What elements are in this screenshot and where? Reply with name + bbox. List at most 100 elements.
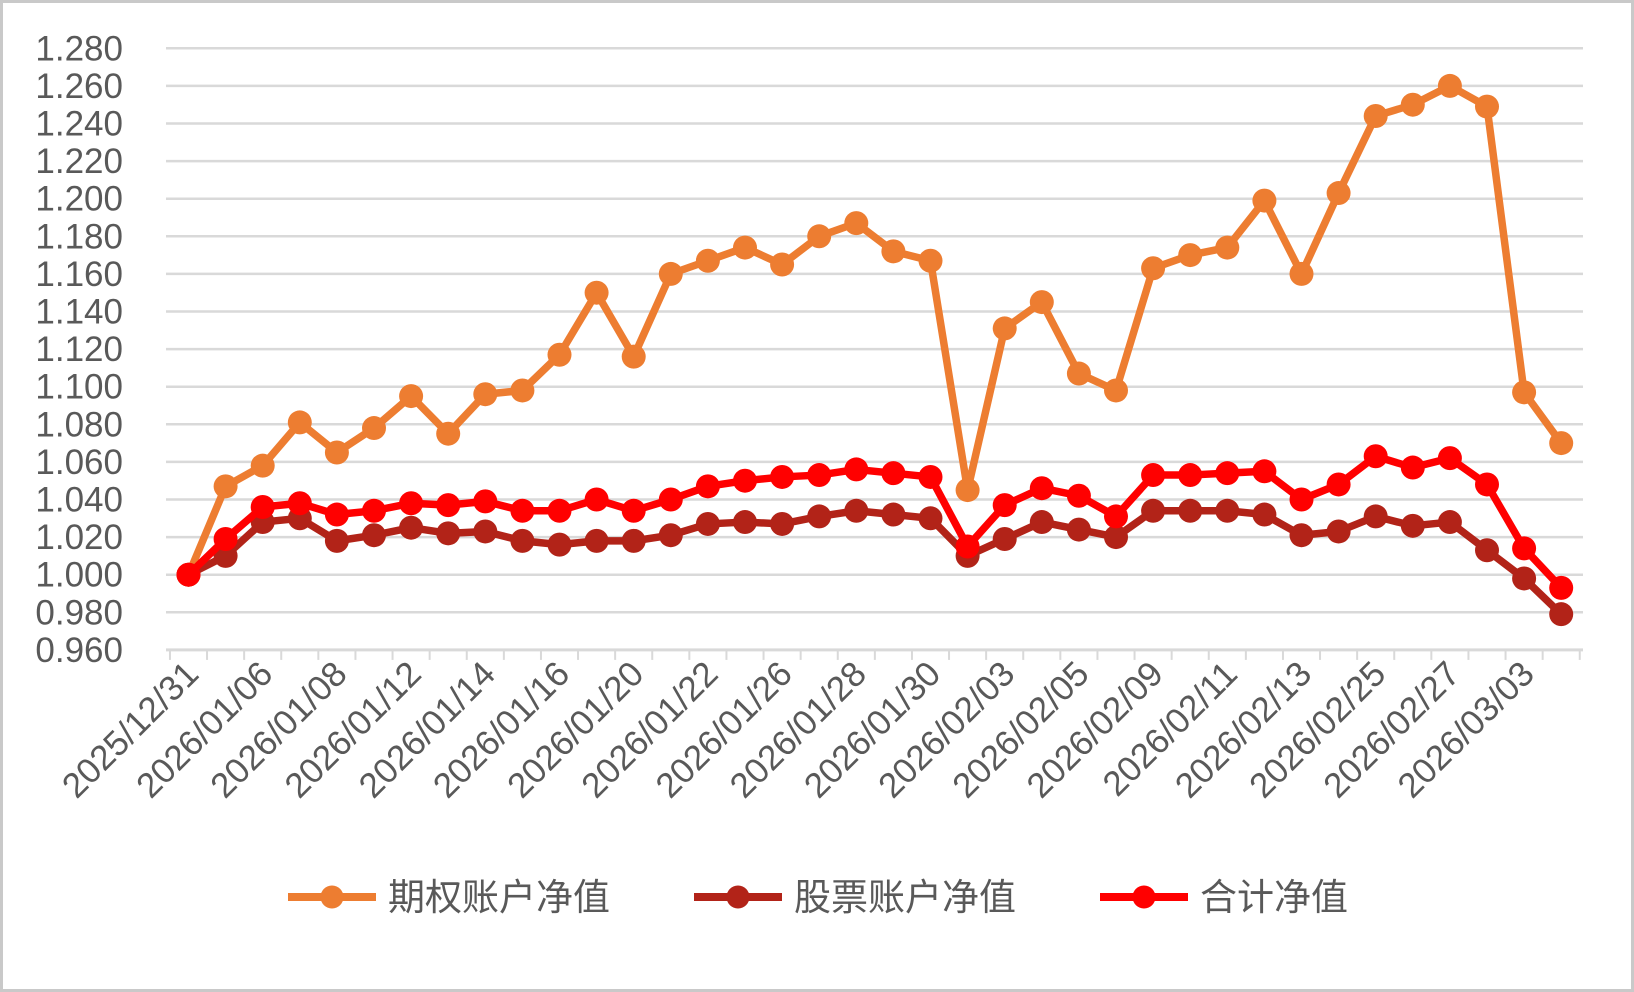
- data-point: [1512, 380, 1537, 405]
- data-point: [1066, 483, 1091, 508]
- data-point: [955, 534, 980, 559]
- data-point: [1512, 566, 1537, 591]
- data-point: [1326, 519, 1351, 544]
- data-point: [695, 511, 720, 536]
- y-axis-label: 1.240: [35, 105, 123, 144]
- gridlines: [166, 47, 1583, 652]
- data-point: [695, 474, 720, 499]
- data-point: [584, 528, 609, 553]
- y-axis-label: 1.020: [35, 518, 123, 557]
- x-axis-labels: 2025/12/312026/01/062026/01/082026/01/12…: [55, 654, 1542, 805]
- chart-legend: 期权账户净值 股票账户净值 合计净值: [3, 859, 1631, 935]
- data-point: [770, 252, 795, 277]
- y-axis-label: 1.120: [35, 330, 123, 369]
- data-point: [1289, 487, 1314, 512]
- data-point: [844, 498, 869, 523]
- data-point: [399, 491, 424, 516]
- data-point: [547, 532, 572, 557]
- data-point: [992, 316, 1017, 341]
- data-point: [1549, 575, 1574, 600]
- data-point: [324, 528, 349, 553]
- data-point: [1215, 498, 1240, 523]
- data-point: [807, 504, 832, 529]
- data-point: [1104, 378, 1128, 403]
- data-point: [1141, 498, 1166, 523]
- data-point: [1326, 181, 1351, 206]
- x-axis-ticks: [168, 649, 1581, 660]
- net-value-line-chart: 0.9600.9801.0001.0201.0401.0601.0801.100…: [35, 29, 1583, 806]
- data-point: [1289, 261, 1314, 286]
- data-point: [658, 487, 683, 512]
- data-point: [807, 463, 832, 488]
- data-point: [1178, 463, 1203, 488]
- data-point: [770, 511, 795, 536]
- y-axis-label: 0.960: [35, 631, 123, 670]
- y-axis-label: 1.160: [35, 255, 123, 294]
- data-point: [399, 384, 424, 409]
- y-axis-label: 1.040: [35, 481, 123, 520]
- legend-item-option-account: 期权账户净值: [286, 879, 610, 916]
- series-期权账户净值: [176, 73, 1574, 587]
- data-point: [1252, 502, 1277, 527]
- data-point: [658, 261, 683, 286]
- data-point: [1029, 290, 1054, 315]
- legend-marker-option-account-icon: [288, 885, 376, 909]
- data-point: [621, 528, 646, 553]
- data-point: [918, 506, 943, 531]
- data-point: [547, 498, 572, 523]
- data-point: [287, 491, 312, 516]
- data-point: [844, 211, 869, 236]
- data-point: [658, 523, 683, 548]
- data-point: [1215, 461, 1240, 486]
- legend-marker-total-icon: [1100, 885, 1188, 909]
- data-point: [621, 498, 646, 523]
- data-point: [1252, 188, 1277, 213]
- data-point: [362, 523, 386, 548]
- data-point: [1066, 517, 1091, 542]
- y-axis-label: 1.280: [35, 29, 123, 68]
- y-axis-label: 1.100: [35, 368, 123, 407]
- y-axis-label: 1.220: [35, 142, 123, 181]
- data-point: [1029, 510, 1054, 535]
- data-point: [733, 235, 757, 260]
- y-axis-label: 1.200: [35, 180, 123, 219]
- data-point: [436, 493, 461, 518]
- data-point: [881, 239, 906, 264]
- data-point: [695, 248, 720, 273]
- data-point: [362, 498, 386, 523]
- data-point: [399, 515, 424, 540]
- data-point: [436, 421, 461, 446]
- data-point: [176, 562, 201, 587]
- data-point: [918, 464, 943, 489]
- data-point: [1475, 538, 1499, 563]
- legend-item-total: 合计净值: [1098, 879, 1348, 916]
- legend-label-stock-account: 股票账户净值: [794, 876, 1016, 918]
- data-point: [473, 519, 498, 544]
- legend-item-stock-account: 股票账户净值: [692, 879, 1016, 916]
- data-point: [1549, 602, 1574, 627]
- data-point: [918, 248, 943, 273]
- legend-marker-stock-account-icon: [694, 885, 782, 909]
- data-point: [621, 344, 646, 369]
- data-point: [510, 498, 535, 523]
- data-point: [1475, 472, 1499, 497]
- data-point: [1066, 361, 1091, 386]
- data-point: [1029, 476, 1054, 501]
- data-point: [1326, 472, 1351, 497]
- data-point: [881, 461, 906, 486]
- data-point: [1178, 498, 1203, 523]
- data-point: [881, 502, 906, 527]
- data-point: [250, 495, 275, 520]
- data-point: [473, 382, 498, 407]
- data-point: [287, 410, 312, 435]
- data-point: [1252, 459, 1277, 484]
- data-point: [733, 468, 757, 493]
- data-point: [992, 526, 1017, 551]
- data-point: [1104, 525, 1128, 550]
- data-point: [1363, 504, 1388, 529]
- y-axis-label: 1.260: [35, 67, 123, 106]
- data-point: [324, 440, 349, 465]
- data-point: [1104, 504, 1128, 529]
- data-point: [510, 528, 535, 553]
- data-point: [733, 510, 757, 535]
